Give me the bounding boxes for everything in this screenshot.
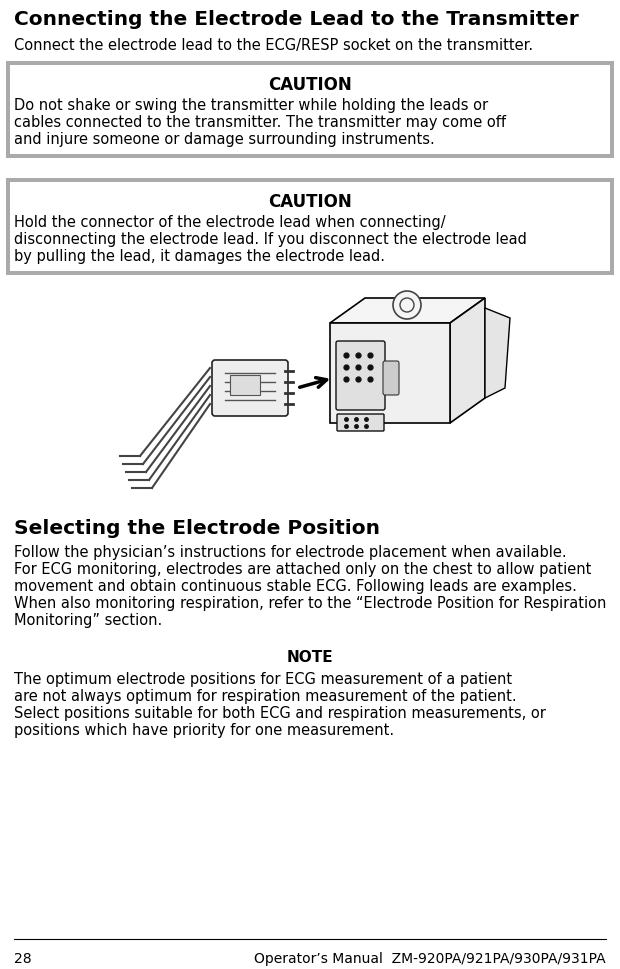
Polygon shape — [330, 324, 450, 423]
Text: For ECG monitoring, electrodes are attached only on the chest to allow patient: For ECG monitoring, electrodes are attac… — [14, 561, 591, 577]
FancyBboxPatch shape — [6, 62, 614, 159]
FancyBboxPatch shape — [383, 361, 399, 395]
Text: Connecting the Electrode Lead to the Transmitter: Connecting the Electrode Lead to the Tra… — [14, 10, 578, 29]
Circle shape — [393, 292, 421, 320]
Polygon shape — [485, 309, 510, 398]
Text: disconnecting the electrode lead. If you disconnect the electrode lead: disconnecting the electrode lead. If you… — [14, 232, 527, 247]
FancyBboxPatch shape — [6, 179, 614, 276]
FancyBboxPatch shape — [337, 415, 384, 431]
FancyBboxPatch shape — [336, 342, 385, 411]
Text: Hold the connector of the electrode lead when connecting/: Hold the connector of the electrode lead… — [14, 215, 446, 230]
Text: Do not shake or swing the transmitter while holding the leads or: Do not shake or swing the transmitter wh… — [14, 98, 488, 112]
Text: Connect the electrode lead to the ECG/RESP socket on the transmitter.: Connect the electrode lead to the ECG/RE… — [14, 38, 533, 53]
Text: positions which have priority for one measurement.: positions which have priority for one me… — [14, 722, 394, 737]
Text: by pulling the lead, it damages the electrode lead.: by pulling the lead, it damages the elec… — [14, 249, 385, 264]
Text: are not always optimum for respiration measurement of the patient.: are not always optimum for respiration m… — [14, 688, 516, 703]
Text: NOTE: NOTE — [286, 649, 334, 665]
FancyBboxPatch shape — [10, 183, 610, 271]
Text: Follow the physician’s instructions for electrode placement when available.: Follow the physician’s instructions for … — [14, 545, 567, 559]
FancyBboxPatch shape — [212, 360, 288, 417]
Text: When also monitoring respiration, refer to the “Electrode Position for Respirati: When also monitoring respiration, refer … — [14, 595, 606, 610]
FancyBboxPatch shape — [230, 376, 260, 395]
Text: CAUTION: CAUTION — [268, 193, 352, 211]
Text: CAUTION: CAUTION — [268, 76, 352, 94]
Text: cables connected to the transmitter. The transmitter may come off: cables connected to the transmitter. The… — [14, 115, 506, 130]
Text: Select positions suitable for both ECG and respiration measurements, or: Select positions suitable for both ECG a… — [14, 705, 546, 720]
Text: Operator’s Manual  ZM-920PA/921PA/930PA/931PA: Operator’s Manual ZM-920PA/921PA/930PA/9… — [254, 951, 606, 965]
Text: Monitoring” section.: Monitoring” section. — [14, 612, 162, 627]
FancyBboxPatch shape — [10, 66, 610, 155]
Polygon shape — [330, 298, 485, 324]
Text: The optimum electrode positions for ECG measurement of a patient: The optimum electrode positions for ECG … — [14, 672, 512, 686]
Polygon shape — [450, 298, 485, 423]
Text: movement and obtain continuous stable ECG. Following leads are examples.: movement and obtain continuous stable EC… — [14, 578, 577, 593]
Text: Selecting the Electrode Position: Selecting the Electrode Position — [14, 518, 380, 538]
Text: and injure someone or damage surrounding instruments.: and injure someone or damage surrounding… — [14, 132, 435, 147]
Text: 28: 28 — [14, 951, 32, 965]
